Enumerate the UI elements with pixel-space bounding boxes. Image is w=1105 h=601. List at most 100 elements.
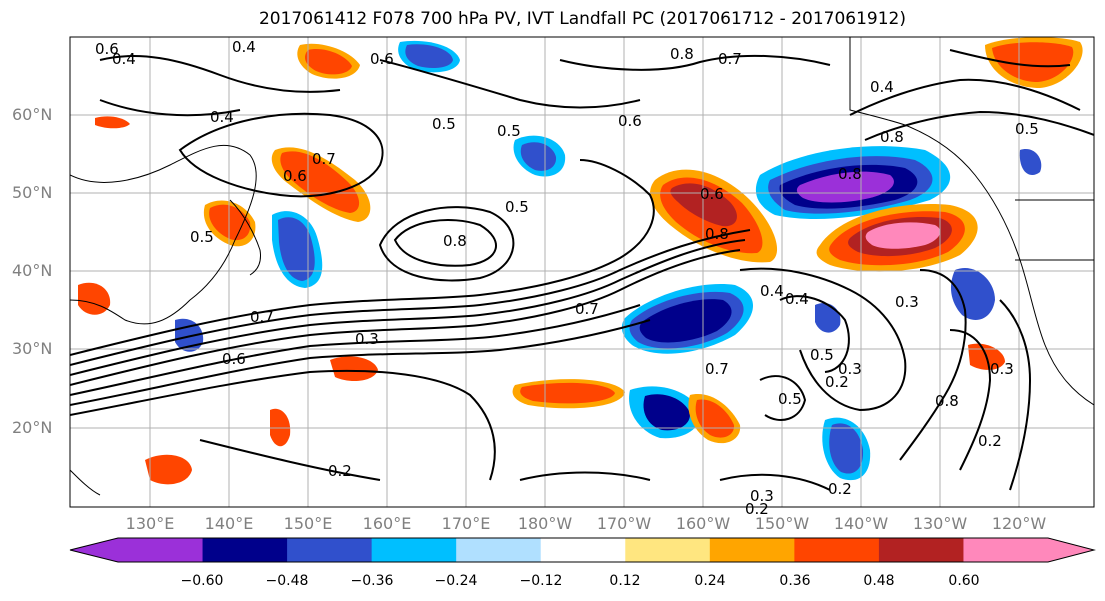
positive-shading — [95, 116, 130, 129]
contour-label: 0.4 — [210, 108, 234, 126]
contour-label: 0.4 — [112, 50, 136, 68]
colorbar — [69, 537, 1096, 563]
lon-tick: 150°E — [283, 514, 333, 533]
contour-label: 0.8 — [880, 128, 904, 146]
colorbar-extend-max — [1048, 538, 1094, 562]
lon-tick: 120°W — [991, 514, 1047, 533]
contour-label: 0.5 — [505, 198, 529, 216]
lon-tick: 150°W — [754, 514, 810, 533]
contour-label: 0.5 — [778, 390, 802, 408]
lat-tick: 40°N — [12, 261, 53, 280]
contour-label: 0.7 — [575, 300, 599, 318]
negative-shading — [405, 44, 453, 68]
map-panel — [70, 37, 1094, 507]
figure-title: 2017061412 F078 700 hPa PV, IVT Landfall… — [258, 9, 906, 29]
contour-label: 0.3 — [838, 360, 862, 378]
negative-shading — [175, 318, 204, 352]
contour-label: 0.6 — [95, 40, 119, 58]
positive-shading — [992, 42, 1074, 82]
lon-tick: 130°E — [125, 514, 175, 533]
positive-shading — [304, 49, 352, 75]
negative-shading — [639, 299, 732, 343]
contour-label: 0.7 — [705, 360, 729, 378]
contour-label: 0.2 — [745, 500, 769, 518]
colorbar-tick-label: 0.24 — [694, 573, 726, 589]
pv-contours — [70, 49, 1094, 491]
contour-label: 0.8 — [670, 45, 694, 63]
colorbar-swatch — [625, 538, 711, 562]
positive-shading — [670, 183, 737, 227]
colorbar-swatch — [794, 538, 880, 562]
coastlines — [70, 37, 1094, 496]
contour-label: 0.4 — [232, 38, 256, 56]
negative-shading — [950, 268, 995, 320]
negative-shading — [1019, 149, 1042, 176]
contour-label: 0.5 — [432, 115, 456, 133]
colorbar-swatch — [118, 538, 204, 562]
contour-label: 0.3 — [990, 360, 1014, 378]
lon-tick: 140°E — [204, 514, 254, 533]
colorbar-extend-min — [70, 538, 118, 562]
contour-label: 0.6 — [700, 185, 724, 203]
contour-label: 0.5 — [810, 346, 834, 364]
colorbar-tick-label: 0.48 — [863, 573, 895, 589]
contour-label: 0.7 — [718, 50, 742, 68]
colorbar-swatch — [963, 538, 1049, 562]
contour-label: 0.8 — [443, 232, 467, 250]
colorbar-tick-label: −0.36 — [350, 573, 394, 589]
lon-tick: 170°E — [441, 514, 491, 533]
colorbar-swatch — [287, 538, 373, 562]
contour-label: 0.8 — [705, 225, 729, 243]
colorbar-outline — [69, 537, 1096, 563]
shading-layer — [78, 37, 1083, 485]
negative-shading — [796, 171, 894, 203]
lat-tick: 50°N — [12, 183, 53, 202]
contour-label: 0.8 — [935, 392, 959, 410]
contour-label: 0.4 — [760, 282, 784, 300]
positive-shading — [209, 204, 251, 241]
contour-label: 0.2 — [328, 462, 352, 480]
contour-label: 0.5 — [497, 122, 521, 140]
contour-label: 0.3 — [895, 293, 919, 311]
lon-tick: 180°W — [517, 514, 573, 533]
positive-shading — [520, 382, 615, 404]
positive-shading — [270, 408, 291, 447]
negative-shading — [815, 302, 841, 333]
lon-tick: 130°W — [912, 514, 968, 533]
contour-label: 0.2 — [978, 432, 1002, 450]
negative-shading — [643, 394, 691, 431]
colorbar-tick-label: −0.48 — [265, 573, 309, 589]
lat-tick: 60°N — [12, 105, 53, 124]
colorbar-swatch — [540, 538, 626, 562]
contour-label: 0.5 — [1015, 120, 1039, 138]
contour-label: 0.7 — [312, 150, 336, 168]
negative-shading — [829, 423, 864, 474]
colorbar-swatch — [202, 538, 288, 562]
lon-tick: 160°E — [362, 514, 412, 533]
lon-tick: 140°W — [833, 514, 889, 533]
colorbar-swatch — [371, 538, 457, 562]
positive-shading — [865, 222, 941, 249]
contour-label: 0.2 — [825, 373, 849, 391]
contour-label: 0.6 — [283, 167, 307, 185]
contour-label: 0.3 — [355, 330, 379, 348]
contour-label: 0.6 — [618, 112, 642, 130]
contour-label: 0.5 — [190, 228, 214, 246]
colorbar-tick-label: −0.12 — [519, 573, 563, 589]
contour-label: 0.8 — [838, 165, 862, 183]
contour-label: 0.2 — [828, 480, 852, 498]
contour-label: 0.3 — [750, 487, 774, 505]
contour-label: 0.6 — [222, 350, 246, 368]
contour-label: 0.4 — [785, 290, 809, 308]
colorbar-tick-label: −0.60 — [180, 573, 224, 589]
colorbar-tick-label: 0.60 — [948, 573, 980, 589]
colorbar-swatch — [709, 538, 795, 562]
colorbar-tick-label: −0.24 — [434, 573, 478, 589]
colorbar-swatch — [878, 538, 964, 562]
contour-label: 0.7 — [250, 308, 274, 326]
colorbar-swatch — [456, 538, 542, 562]
negative-shading — [520, 142, 557, 171]
contour-label: 0.4 — [870, 78, 894, 96]
positive-shading — [330, 356, 378, 382]
